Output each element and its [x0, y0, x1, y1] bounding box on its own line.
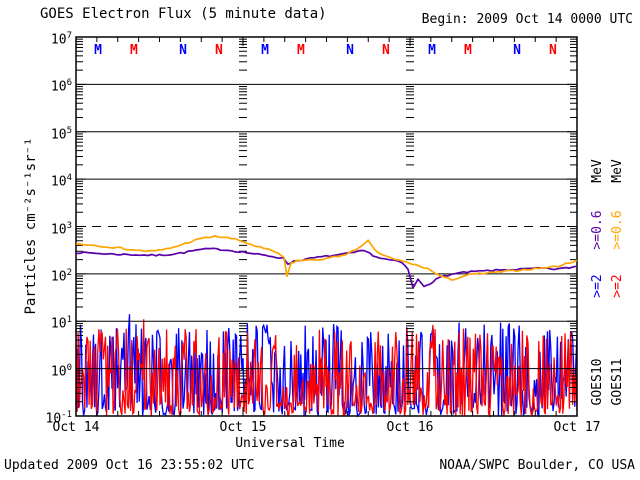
- chart-title: GOES Electron Flux (5 minute data): [40, 6, 327, 22]
- marker-m: M: [261, 43, 269, 58]
- series-goes11-0-6-mev: [75, 234, 578, 281]
- marker-m: M: [464, 43, 472, 58]
- y-tick-label-1e-1: 10-1: [45, 410, 73, 427]
- marker-n: N: [382, 43, 390, 58]
- y-tick-label-1e0: 100: [50, 362, 72, 379]
- legend-satellite-goes10: GOES10: [590, 358, 605, 406]
- plot-frame: [75, 36, 578, 417]
- marker-m: M: [297, 43, 305, 58]
- y-tick-label-1e3: 103: [50, 220, 72, 237]
- x-axis-title: Universal Time: [235, 436, 345, 451]
- marker-n: N: [549, 43, 557, 58]
- data-source-label: NOAA/SWPC Boulder, CO USA: [439, 458, 635, 473]
- legend-e2-goes11: >=2: [610, 274, 625, 298]
- marker-n: N: [346, 43, 354, 58]
- begin-timestamp: Begin: 2009 Oct 14 0000 UTC: [421, 12, 633, 27]
- x-tick-label-oct-15: Oct 15: [219, 420, 267, 435]
- x-tick-label-oct-16: Oct 16: [386, 420, 434, 435]
- marker-m: M: [428, 43, 436, 58]
- series-goes10-0-6-mev: [76, 247, 578, 289]
- marker-n: N: [179, 43, 187, 58]
- series-goes11-2-mev: [75, 319, 578, 419]
- updated-timestamp: Updated 2009 Oct 16 23:55:02 UTC: [4, 458, 255, 473]
- x-tick-label-oct-14: Oct 14: [52, 420, 100, 435]
- y-tick-label-1e2: 102: [50, 267, 72, 285]
- y-tick-label-1e4: 104: [50, 173, 72, 190]
- marker-n: N: [215, 43, 223, 58]
- x-tick-label-oct-17: Oct 17: [553, 420, 601, 435]
- y-tick-label-1e6: 106: [50, 78, 72, 95]
- legend-satellite-goes11: GOES11: [610, 358, 625, 406]
- legend-e2-goes10: >=2: [590, 274, 605, 298]
- y-tick-label-1e7: 107: [50, 31, 72, 48]
- y-tick-label-1e5: 105: [50, 125, 72, 143]
- y-tick-label-1e1: 101: [50, 315, 72, 332]
- marker-n: N: [513, 43, 521, 58]
- marker-m: M: [94, 43, 102, 58]
- marker-m: M: [130, 43, 138, 58]
